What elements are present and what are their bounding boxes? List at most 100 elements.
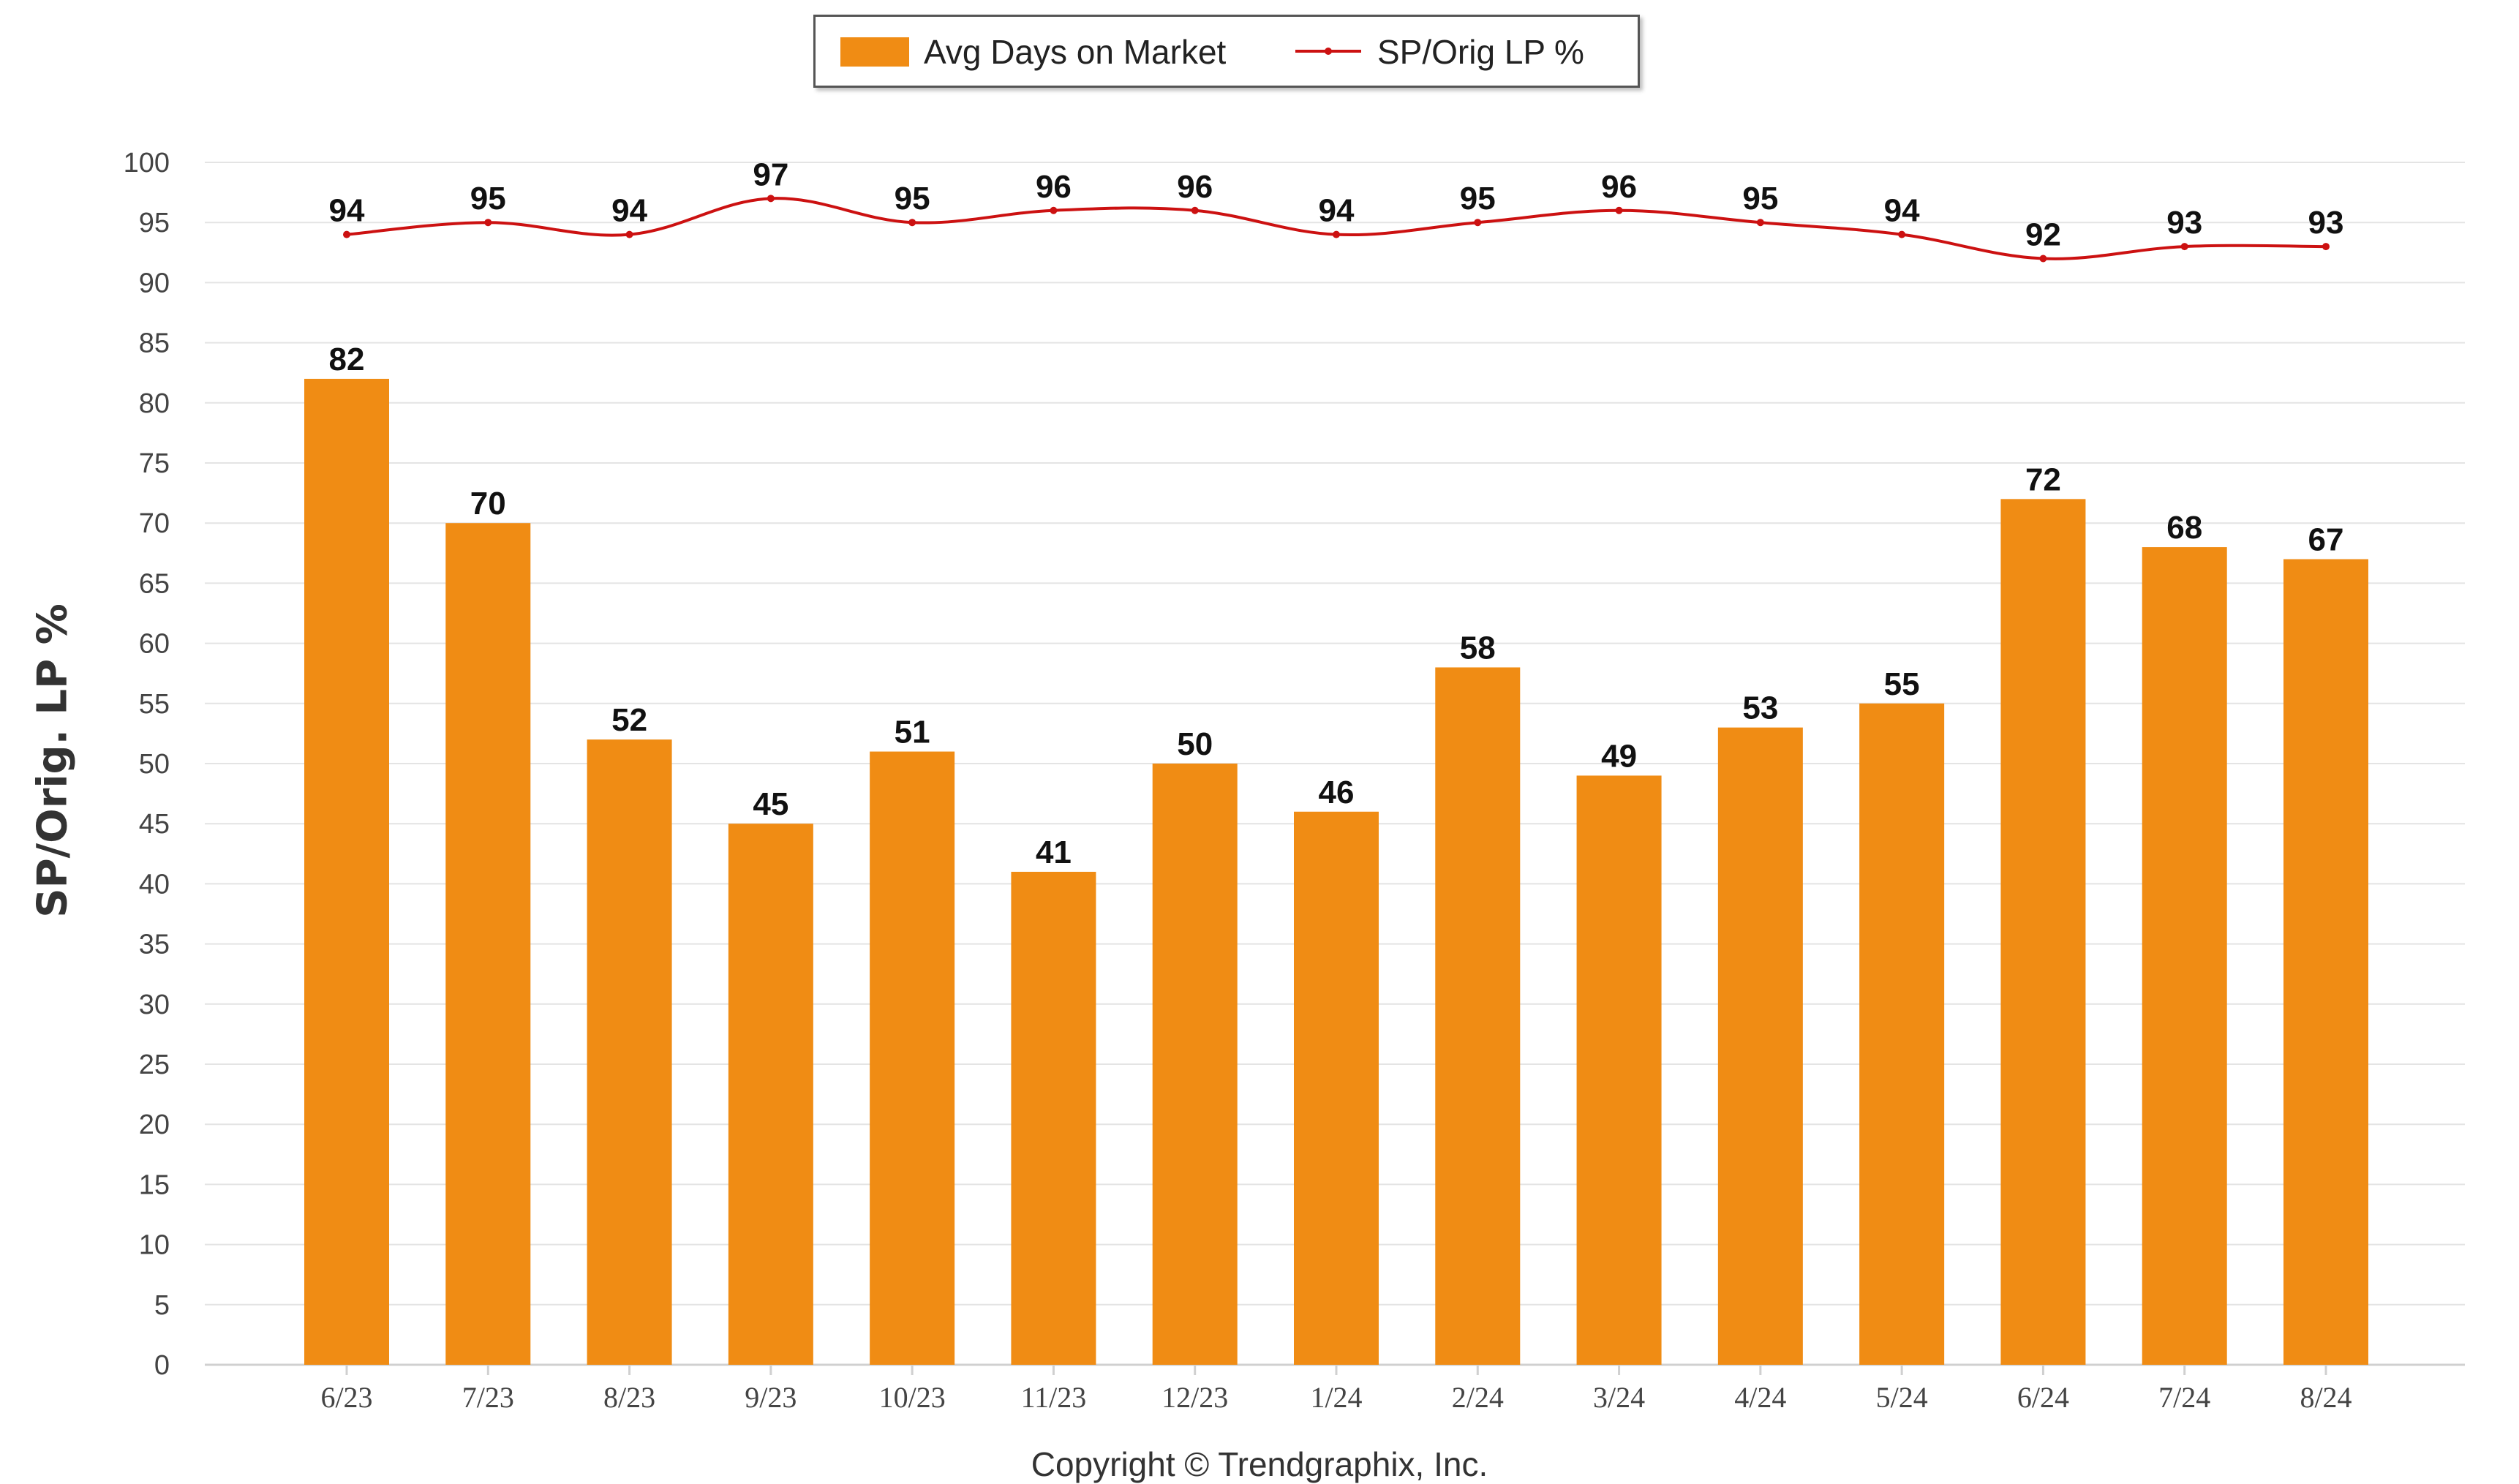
line-point	[1756, 219, 1764, 227]
line-point	[625, 230, 633, 238]
x-tick-label: 3/24	[1593, 1381, 1645, 1414]
y-tick-label: 15	[139, 1170, 170, 1200]
line-value-label: 95	[1742, 181, 1778, 216]
line-value-label: 94	[611, 193, 647, 229]
line-point	[908, 219, 916, 227]
x-tick-label: 11/23	[1021, 1381, 1087, 1414]
bar-value-label: 68	[2166, 510, 2202, 546]
y-tick-label: 40	[139, 869, 170, 900]
x-tick-label: 6/23	[320, 1381, 372, 1414]
bar	[1576, 775, 1662, 1365]
legend-line-marker	[1325, 48, 1332, 55]
y-tick-label: 5	[154, 1290, 170, 1321]
line-value-label: 96	[1036, 169, 1072, 205]
y-tick-label: 75	[139, 448, 170, 479]
bar	[2142, 547, 2227, 1365]
y-tick-label: 60	[139, 629, 170, 660]
line-value-label: 93	[2166, 205, 2202, 241]
legend-line-label: SP/Orig LP %	[1377, 33, 1584, 71]
y-tick-label: 90	[139, 268, 170, 298]
line-point	[1898, 230, 1906, 238]
bar-value-label: 58	[1460, 630, 1496, 666]
x-tick-label: 2/24	[1452, 1381, 1504, 1414]
bar	[1717, 727, 1803, 1365]
bar	[1011, 871, 1096, 1365]
y-tick-label: 85	[139, 328, 170, 359]
bar-value-label: 49	[1601, 738, 1637, 774]
x-tick-label: 1/24	[1310, 1381, 1362, 1414]
copyright-footer: Copyright © Trendgraphix, Inc.	[1031, 1445, 1488, 1483]
bar	[2283, 559, 2368, 1365]
bar	[728, 824, 813, 1365]
line-value-label: 94	[329, 193, 365, 229]
y-tick-label: 70	[139, 508, 170, 539]
bar	[1152, 764, 1238, 1365]
y-tick-label: 80	[139, 388, 170, 419]
bar	[445, 523, 531, 1366]
line-point	[1333, 230, 1340, 238]
bar-value-label: 50	[1177, 726, 1213, 762]
bar-value-label: 45	[753, 786, 788, 822]
line-point	[2039, 255, 2047, 263]
x-tick-label: 7/24	[2158, 1381, 2210, 1414]
line-point	[1615, 206, 1623, 214]
bar-value-label: 70	[470, 486, 506, 521]
line-point	[1050, 206, 1058, 214]
line-value-label: 94	[1884, 193, 1920, 229]
y-tick-label: 25	[139, 1050, 170, 1080]
line-value-label: 92	[2025, 217, 2061, 253]
y-tick-label: 100	[124, 148, 170, 178]
line-point	[1474, 219, 1482, 227]
line-point	[343, 230, 350, 238]
bar	[1294, 811, 1379, 1365]
y-axis-label: SP/Orig. LP %	[29, 603, 77, 918]
legend: Avg Days on Market SP/Orig LP %	[813, 15, 1640, 88]
bar-value-label: 41	[1036, 835, 1072, 870]
y-tick-label: 65	[139, 568, 170, 599]
x-tick-label: 8/24	[2300, 1381, 2352, 1414]
line-point	[484, 219, 492, 227]
x-tick-label: 12/23	[1161, 1381, 1228, 1414]
x-tick-label: 4/24	[1734, 1381, 1786, 1414]
x-tick-label: 10/23	[879, 1381, 946, 1414]
line-value-label: 96	[1601, 169, 1637, 205]
line-value-label: 94	[1319, 193, 1355, 229]
bar	[870, 751, 955, 1365]
bar	[304, 378, 389, 1366]
line-value-label: 95	[1460, 181, 1496, 216]
line-value-label: 95	[895, 181, 930, 216]
bar-value-label: 53	[1742, 690, 1778, 726]
line-point	[2322, 243, 2330, 251]
line-series-sp-orig-lp	[346, 197, 2327, 260]
bar-value-label: 82	[329, 342, 365, 377]
bar	[2000, 499, 2086, 1365]
y-tick-label: 20	[139, 1110, 170, 1140]
y-tick-label: 10	[139, 1230, 170, 1261]
x-tick-label: 5/24	[1876, 1381, 1928, 1414]
line-point	[2180, 243, 2188, 251]
y-tick-label: 35	[139, 930, 170, 960]
bar-value-label: 51	[895, 715, 930, 750]
bar	[1859, 703, 1945, 1365]
bar	[1435, 667, 1521, 1365]
y-tick-label: 50	[139, 749, 170, 780]
line-value-label: 95	[470, 181, 506, 216]
y-tick-label: 0	[154, 1350, 170, 1381]
x-tick-label: 8/23	[603, 1381, 655, 1414]
bar	[587, 739, 672, 1365]
y-tick-label: 30	[139, 990, 170, 1020]
x-tick-label: 7/23	[462, 1381, 514, 1414]
y-tick-label: 45	[139, 809, 170, 840]
line-value-label: 93	[2308, 205, 2344, 241]
line-point	[767, 195, 775, 203]
bar-value-label: 52	[611, 702, 647, 738]
line-point	[1191, 206, 1199, 214]
bar-value-label: 46	[1319, 775, 1355, 810]
bar-value-label: 67	[2308, 522, 2344, 558]
x-tick-label: 9/23	[745, 1381, 797, 1414]
line-value-label: 97	[753, 157, 788, 192]
y-tick-label: 55	[139, 689, 170, 720]
x-tick-label: 6/24	[2017, 1381, 2069, 1414]
y-tick-label: 95	[139, 208, 170, 238]
